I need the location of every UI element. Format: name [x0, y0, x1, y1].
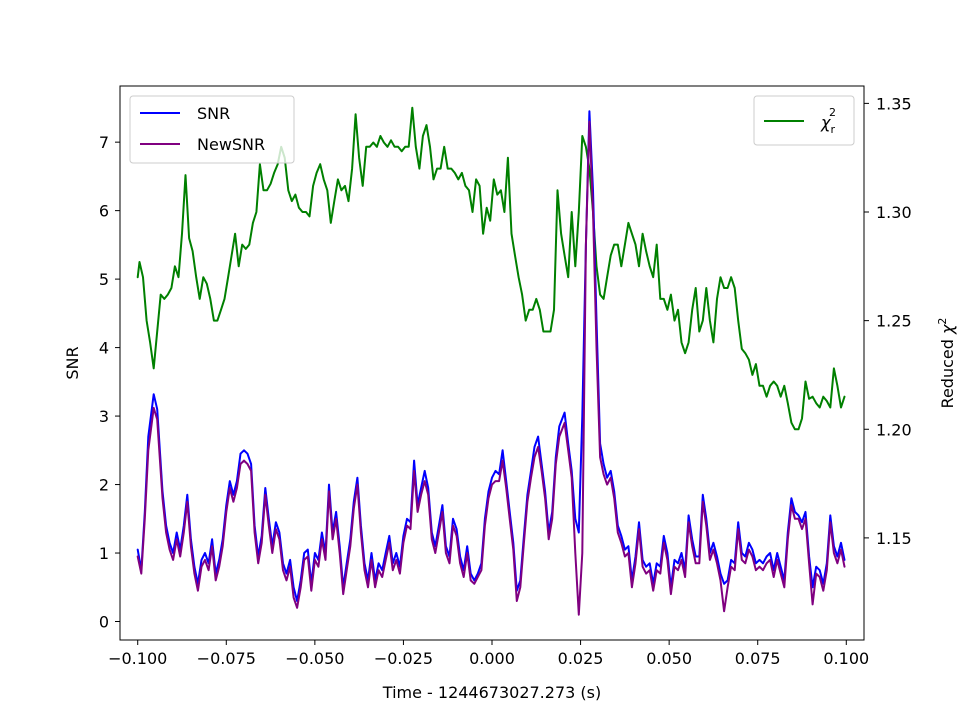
- legend-left: SNR NewSNR: [129, 95, 295, 164]
- y-left-tick-label: 1: [99, 544, 109, 563]
- y-right-tick-label: 1.30: [876, 203, 912, 222]
- x-tick-label: −0.025: [374, 649, 433, 668]
- y-left-tick-label: 7: [99, 133, 109, 152]
- legend-label-chi2-symbol: χ: [820, 113, 831, 132]
- x-tick-label: 0.050: [646, 649, 692, 668]
- series-line-newsnr: [136, 120, 846, 616]
- legend-label-chi2-sup: 2: [829, 106, 836, 119]
- y-left-tick-label: 4: [99, 339, 109, 358]
- y-left-tick-label: 2: [99, 476, 109, 495]
- y-right-tick-label: 1.15: [876, 529, 912, 548]
- y-left-tick-label: 0: [99, 613, 109, 632]
- y-axis-label-right-sup: 2: [936, 318, 949, 325]
- legend-label-newsnr: NewSNR: [197, 135, 265, 154]
- legend-right: χr 2: [753, 95, 855, 146]
- x-tick-label: −0.100: [108, 649, 167, 668]
- y-right-tick-label: 1.20: [876, 420, 912, 439]
- x-tick-label: −0.050: [285, 649, 344, 668]
- series-line-chi2: [136, 106, 846, 431]
- x-tick-label: 0.100: [823, 649, 869, 668]
- y-axis-label-left: SNR: [63, 346, 82, 379]
- series-layer: [136, 106, 846, 616]
- y-right-tick-label: 1.25: [876, 312, 912, 331]
- y-left-tick-label: 3: [99, 407, 109, 426]
- x-axis-label: Time - 1244673027.273 (s): [382, 683, 601, 702]
- x-tick-label: −0.075: [197, 649, 256, 668]
- legend-label-chi2-sub: r: [830, 123, 835, 136]
- legend-label-chi2: χr 2: [820, 106, 836, 136]
- y-right-tick-label: 1.35: [876, 94, 912, 113]
- y-axis-label-right: Reduced χ2: [936, 318, 957, 409]
- y-axis-label-right-symbol: χ: [938, 324, 957, 335]
- axes-layer: −0.100 −0.075 −0.050 −0.025 0.000 0.025 0.050 0…: [99, 94, 912, 668]
- x-tick-label: 0.075: [735, 649, 781, 668]
- y-axis-label-right-prefix: Reduced: [938, 334, 957, 408]
- x-tick-label: 0.000: [469, 649, 515, 668]
- y-left-tick-label: 6: [99, 202, 109, 221]
- y-left-tick-label: 5: [99, 270, 109, 289]
- x-tick-label: 0.025: [558, 649, 604, 668]
- legend-label-snr: SNR: [197, 104, 230, 123]
